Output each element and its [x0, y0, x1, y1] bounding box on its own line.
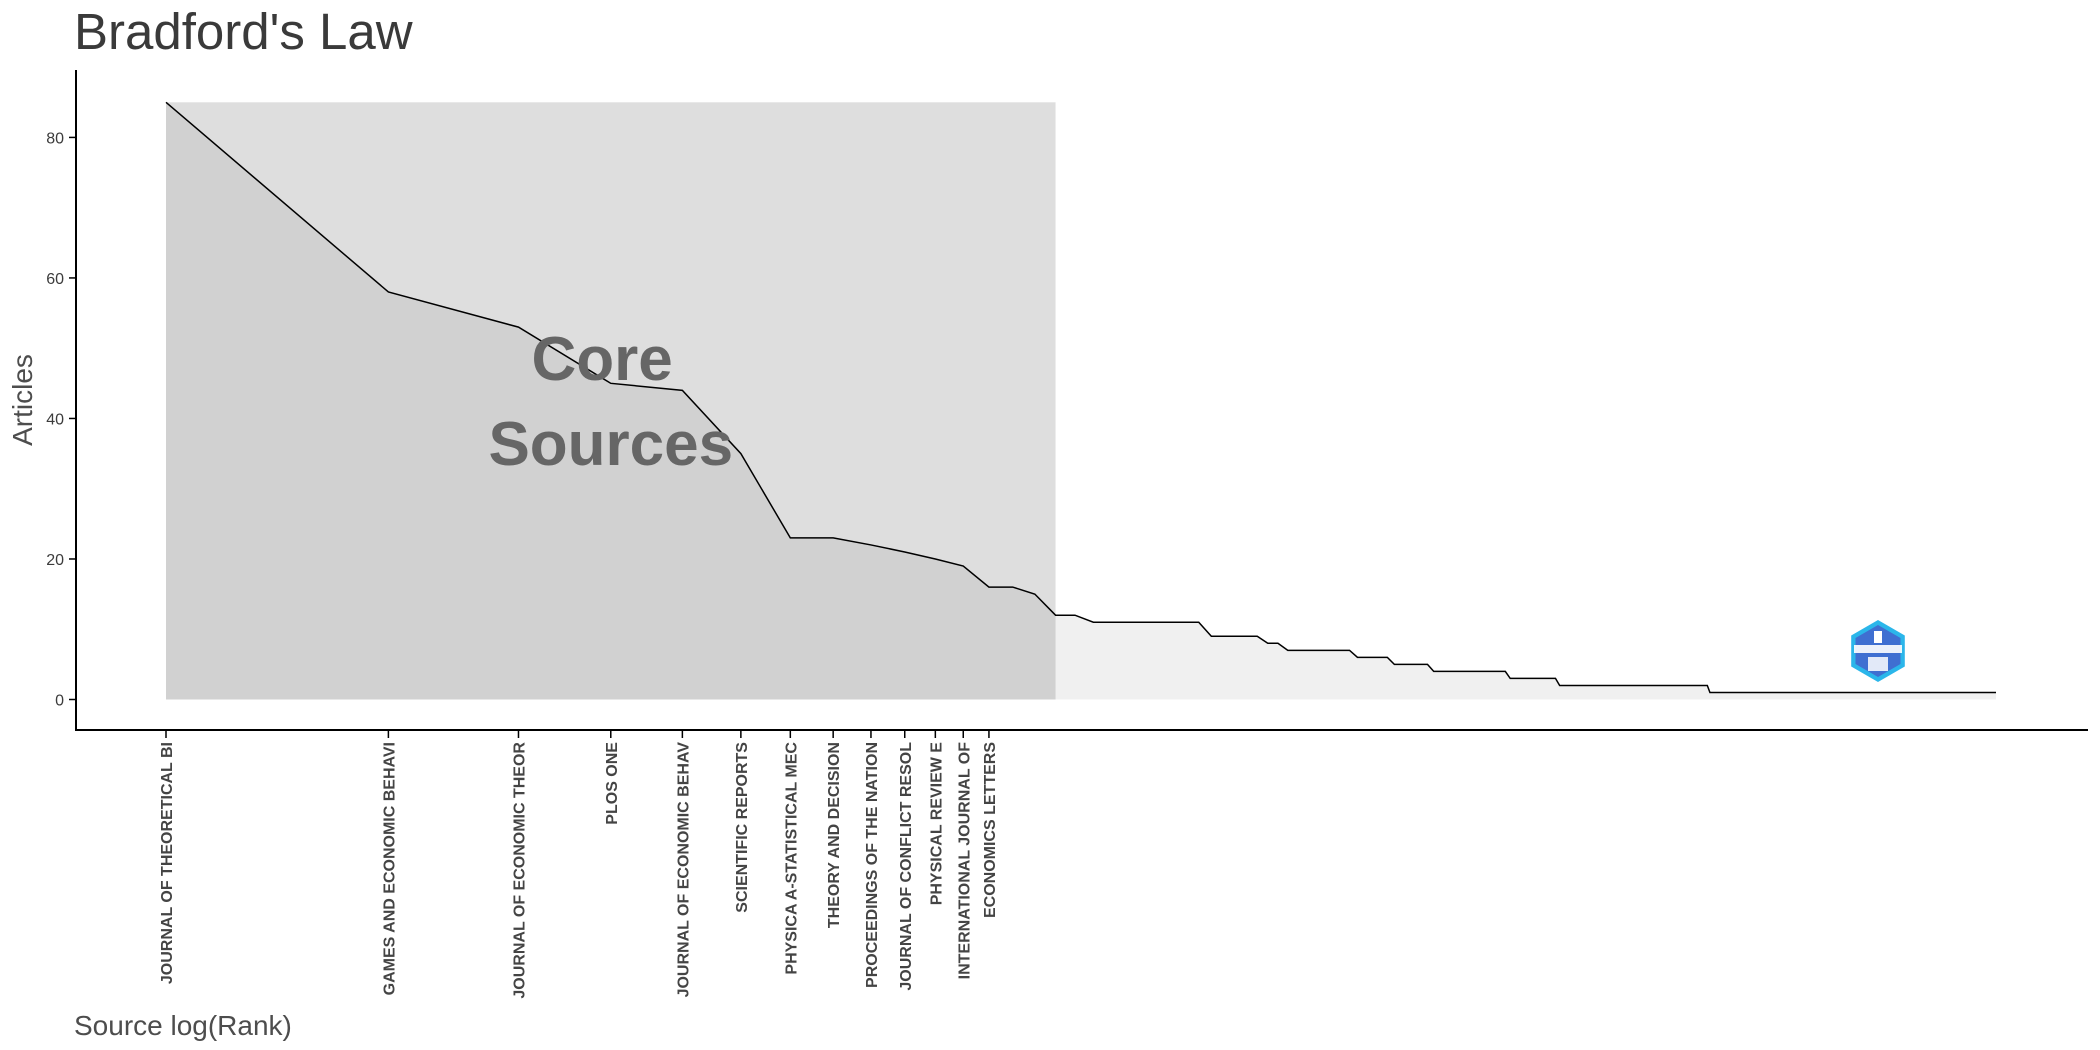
y-tick-label: 60: [46, 271, 64, 288]
x-tick-label: JOURNAL OF CONFLICT RESOL: [898, 742, 915, 991]
y-tick-label: 0: [55, 693, 64, 710]
core-sources-label-line2: Sources: [488, 410, 733, 479]
y-tick-label: 20: [46, 552, 64, 569]
chart-title: Bradford's Law: [74, 3, 413, 60]
logo-tower: [1874, 631, 1882, 643]
bibliometrix-logo-icon: [1851, 620, 1905, 682]
x-tick-label: PROCEEDINGS OF THE NATION: [864, 742, 881, 988]
x-tick-label: SCIENTIFIC REPORTS: [734, 742, 751, 913]
x-tick-label: PLOS ONE: [604, 742, 621, 825]
x-tick-label: ECONOMICS LETTERS: [982, 742, 999, 918]
x-tick-label: JOURNAL OF ECONOMIC BEHAV: [675, 742, 692, 998]
y-tick-label: 80: [46, 130, 64, 147]
x-axis-title: Source log(Rank): [74, 1010, 292, 1041]
tail-area: [1055, 615, 1996, 700]
core-area: [166, 102, 1056, 700]
x-tick-label: JOURNAL OF ECONOMIC THEOR: [511, 742, 528, 999]
y-axis-ticks: 0 20 40 60 80: [46, 130, 76, 710]
core-sources-label-line1: Core: [532, 325, 673, 394]
x-tick-label: PHYSICAL REVIEW E: [928, 742, 945, 906]
y-axis-title: Articles: [7, 354, 38, 446]
x-tick-label: INTERNATIONAL JOURNAL OF: [956, 742, 973, 980]
y-tick-label: 40: [46, 411, 64, 428]
x-tick-label: JOURNAL OF THEORETICAL BI: [159, 742, 176, 984]
logo-base: [1868, 657, 1888, 671]
articles-line: [165, 101, 1996, 694]
x-tick-label: GAMES AND ECONOMIC BEHAVI: [381, 742, 398, 995]
x-tick-label: PHYSICA A-STATISTICAL MEC: [783, 742, 800, 975]
x-tick-label: THEORY AND DECISION: [826, 742, 843, 928]
logo-band: [1854, 645, 1902, 653]
x-axis-ticks: JOURNAL OF THEORETICAL BI GAMES AND ECONO…: [159, 730, 999, 999]
core-sources-label: Core Sources: [488, 325, 733, 479]
